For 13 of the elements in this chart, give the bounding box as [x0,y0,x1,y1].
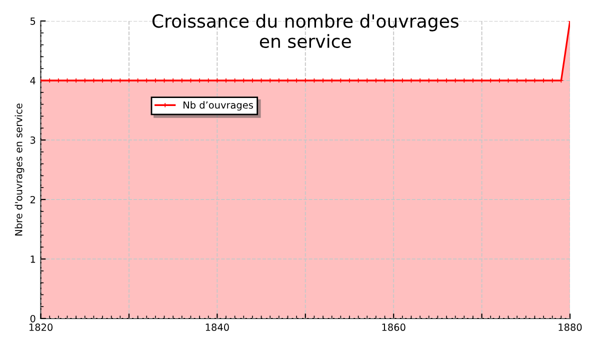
y-tick-label: 5 [30,18,36,25]
x-tick-label: 1880 [558,324,582,331]
x-tick-label: 1840 [206,324,229,331]
y-tick-label: 0 [30,314,36,322]
x-tick-label: 1860 [382,324,406,331]
y-tick-label: 4 [30,77,36,84]
legend-label: Nb d’ouvrages [184,101,253,111]
y-tick-label: 3 [30,136,36,144]
x-tick-label: 1820 [29,324,53,331]
y-tick-label: 2 [30,196,35,204]
y-tick-label: 1 [30,256,36,263]
chart-title: Croissance du nombre d'ouvrages en service [152,14,458,48]
y-axis-title: Nbre d'ouvrages en service [14,104,24,236]
